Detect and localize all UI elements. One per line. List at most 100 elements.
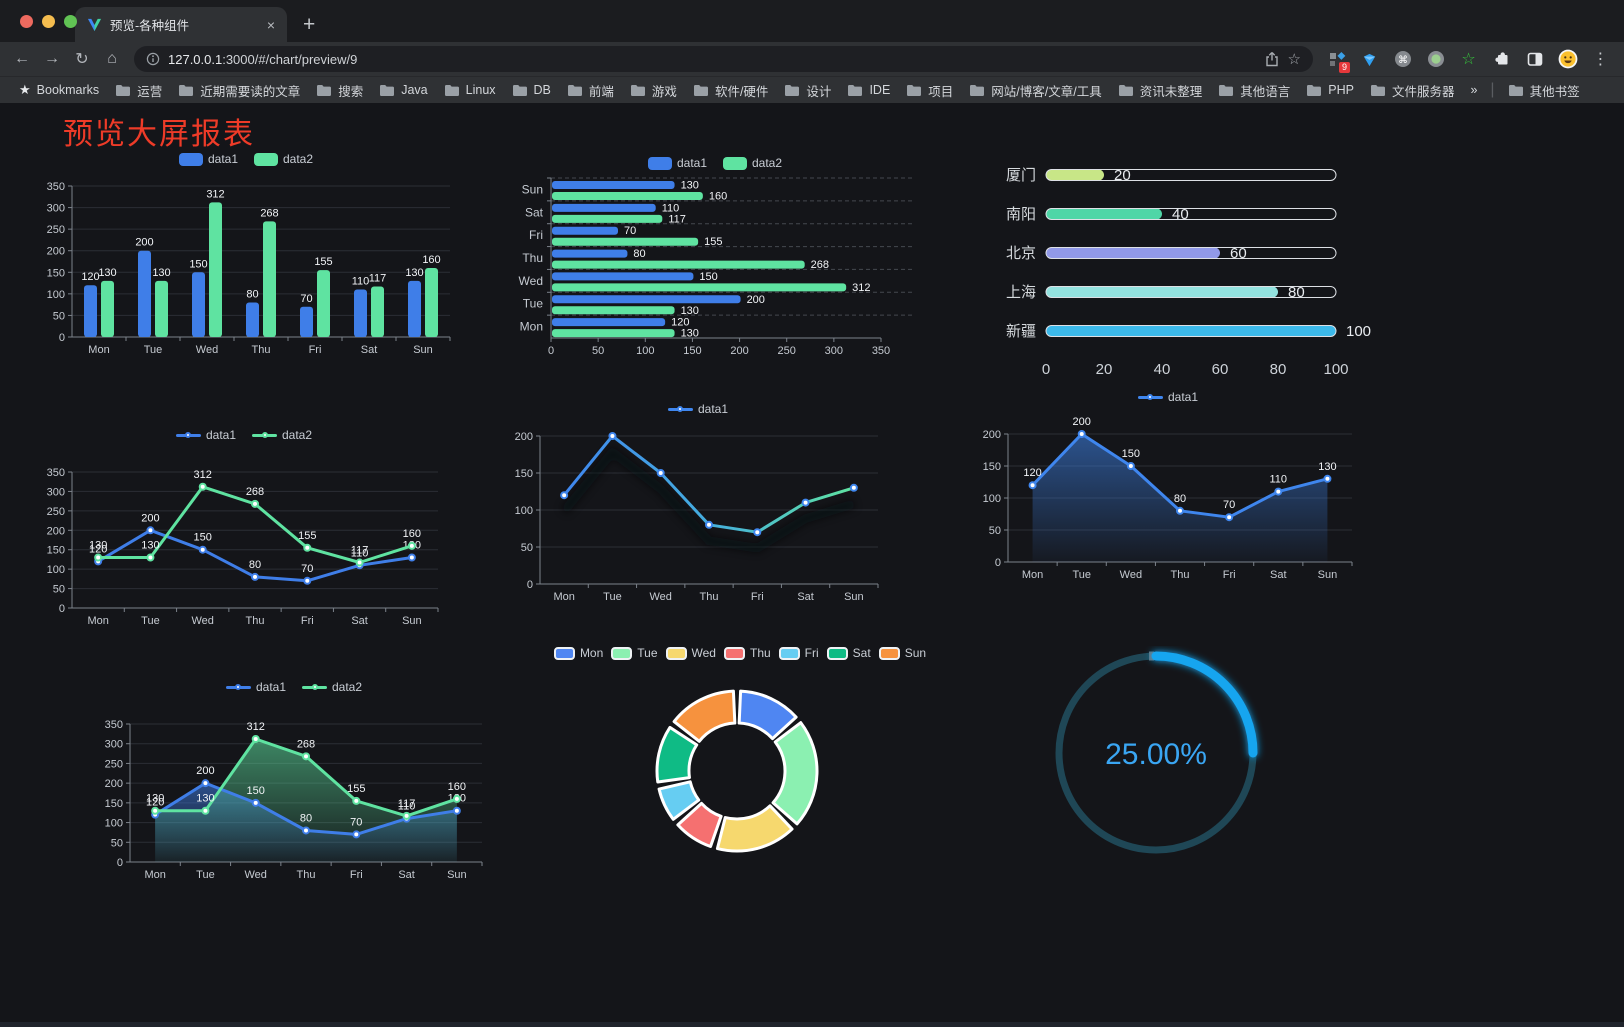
legend-item[interactable]: data2 bbox=[723, 156, 782, 170]
svg-text:130: 130 bbox=[141, 539, 159, 551]
other-bookmarks-folder[interactable]: 其他书签 bbox=[1501, 79, 1587, 102]
url-text[interactable]: 127.0.0.1:3000/#/chart/preview/9 bbox=[168, 52, 1256, 67]
svg-text:厦门: 厦门 bbox=[1006, 167, 1036, 184]
new-tab-button[interactable]: + bbox=[303, 13, 316, 36]
puzzle-extensions-icon[interactable] bbox=[1486, 44, 1517, 74]
chart-canvas[interactable]: 25.00% bbox=[1042, 646, 1277, 871]
bookmark-folder[interactable]: 运营 bbox=[108, 79, 169, 102]
split-square-icon[interactable] bbox=[1519, 44, 1550, 74]
bookmark-folder[interactable]: 设计 bbox=[777, 79, 838, 102]
bookmark-folder[interactable]: 资讯未整理 bbox=[1111, 79, 1210, 102]
forward-icon[interactable]: → bbox=[44, 50, 60, 67]
bookmark-star-icon[interactable]: ☆ bbox=[1287, 51, 1301, 68]
legend-item[interactable]: Fri bbox=[778, 646, 819, 660]
donut-chart: Mon Tue Wed Thu Fri Sat Sun bbox=[536, 642, 944, 880]
svg-text:50: 50 bbox=[53, 584, 65, 596]
legend-item[interactable]: data1 bbox=[667, 402, 728, 416]
legend-item[interactable]: data1 bbox=[647, 156, 707, 170]
bookmark-folder[interactable]: 游戏 bbox=[623, 79, 684, 102]
bookmark-folder[interactable]: DB bbox=[505, 81, 558, 99]
address-bar[interactable]: 127.0.0.1:3000/#/chart/preview/9 ☆ bbox=[134, 46, 1313, 72]
legend-item[interactable]: data1 bbox=[1137, 390, 1198, 404]
back-icon[interactable]: ← bbox=[14, 50, 30, 67]
bookmark-folder[interactable]: 前端 bbox=[560, 79, 621, 102]
bookmark-label: 前端 bbox=[588, 84, 614, 99]
bookmark-folder[interactable]: 软件/硬件 bbox=[686, 79, 775, 102]
svg-text:Tue: Tue bbox=[603, 591, 622, 603]
folder-icon bbox=[116, 84, 131, 96]
svg-text:Sun: Sun bbox=[1318, 569, 1338, 581]
green-star-icon[interactable]: ☆ bbox=[1461, 51, 1476, 68]
green-dot-circle-icon[interactable] bbox=[1420, 44, 1451, 74]
chart-canvas[interactable]: 0 50 100 150 200 250 300 350 Mon Tue Wed Thu Fri Sat S… bbox=[34, 446, 454, 634]
bookmark-folder[interactable]: Java bbox=[372, 81, 434, 99]
legend-item[interactable]: Wed bbox=[665, 646, 716, 660]
legend-item[interactable]: data1 bbox=[178, 152, 238, 166]
svg-text:Thu: Thu bbox=[700, 591, 719, 603]
bookmarks-overflow-button[interactable]: » bbox=[1470, 83, 1478, 97]
legend-item[interactable]: Tue bbox=[611, 646, 658, 660]
svg-text:Thu: Thu bbox=[522, 251, 543, 265]
svg-text:70: 70 bbox=[350, 816, 362, 828]
bookmark-folder[interactable]: 文件服务器 bbox=[1363, 79, 1462, 102]
svg-text:Fri: Fri bbox=[301, 615, 314, 627]
bookmark-folder[interactable]: 近期需要读的文章 bbox=[171, 79, 307, 102]
legend-swatch-icon bbox=[175, 432, 201, 438]
browser-tab[interactable]: 预览-各种组件 × bbox=[75, 7, 287, 42]
chart-canvas[interactable] bbox=[536, 664, 944, 878]
bookmark-folder[interactable]: 搜索 bbox=[309, 79, 370, 102]
svg-text:Sun: Sun bbox=[413, 344, 433, 356]
legend-item[interactable]: Sun bbox=[878, 646, 926, 660]
legend-swatch-icon bbox=[252, 432, 277, 438]
legend-item[interactable]: Sat bbox=[826, 646, 871, 660]
bookmarks-root[interactable]: ★ Bookmarks bbox=[12, 80, 106, 100]
svg-text:250: 250 bbox=[47, 224, 65, 236]
svg-text:Sat: Sat bbox=[797, 591, 814, 603]
bookmark-folder[interactable]: PHP bbox=[1299, 81, 1361, 99]
legend-item[interactable]: data2 bbox=[254, 152, 313, 166]
share-icon[interactable] bbox=[1264, 51, 1280, 67]
legend-item[interactable]: Thu bbox=[723, 646, 771, 660]
legend-item[interactable]: data2 bbox=[302, 680, 362, 694]
bookmark-folder[interactable]: IDE bbox=[840, 81, 897, 99]
vue-devtools-icon[interactable] bbox=[1354, 44, 1385, 74]
chart-canvas[interactable]: 0 50 100 150 200 250 300 350 Sun Sat Fri Thu Wed Tue M… bbox=[505, 174, 925, 362]
legend-item[interactable]: Mon bbox=[553, 646, 603, 660]
bookmark-folder[interactable]: Linux bbox=[437, 81, 503, 99]
menu-dots-icon[interactable]: ⋮ bbox=[1592, 51, 1609, 68]
svg-text:25.00%: 25.00% bbox=[1105, 738, 1207, 771]
window-close-button[interactable] bbox=[20, 15, 33, 28]
window-minimize-button[interactable] bbox=[42, 15, 55, 28]
legend-item[interactable]: data1 bbox=[175, 428, 236, 442]
svg-text:120: 120 bbox=[146, 797, 164, 809]
bookmark-label: IDE bbox=[869, 83, 891, 97]
svg-text:40: 40 bbox=[1154, 361, 1171, 378]
svg-text:40: 40 bbox=[1172, 206, 1189, 223]
folder-icon bbox=[785, 84, 800, 96]
svg-text:80: 80 bbox=[633, 248, 645, 260]
svg-text:上海: 上海 bbox=[1006, 284, 1036, 301]
bookmark-folder[interactable]: 网站/博客/文章/工具 bbox=[962, 79, 1108, 102]
tab-close-icon[interactable]: × bbox=[266, 16, 275, 33]
svg-text:80: 80 bbox=[249, 559, 261, 571]
bookmark-folder[interactable]: 项目 bbox=[899, 79, 960, 102]
reload-icon[interactable]: ↻ bbox=[75, 51, 89, 68]
chart-canvas[interactable]: 0 50 100 150 200 250 300 350 Mon Tue Wed Thu Fri Sat S… bbox=[32, 170, 460, 363]
legend-item[interactable]: data1 bbox=[225, 680, 286, 694]
emoji-avatar[interactable] bbox=[1552, 44, 1583, 74]
chart-canvas[interactable]: 0 50 100 150 200 Mon Tue Wed Thu Fri Sat Sun 120 200 1… bbox=[968, 408, 1368, 588]
svg-text:130: 130 bbox=[681, 305, 699, 317]
star-icon: ★ bbox=[19, 82, 31, 97]
chart-canvas[interactable]: 0 50 100 150 200 250 300 350 Mon Tue Wed Thu Fri Sat S… bbox=[90, 698, 498, 888]
chart-canvas[interactable]: 厦门 20 南阳 40 北京 60 上海 80 新疆 100 0 20 40 60 80 100 bbox=[988, 156, 1388, 382]
svg-text:⌘: ⌘ bbox=[1398, 55, 1408, 66]
extensions-grid-icon[interactable]: 9 bbox=[1321, 44, 1352, 74]
legend-item[interactable]: data2 bbox=[252, 428, 312, 442]
chart-canvas[interactable]: 0 50 100 150 200 Mon Tue Wed Thu Fri Sat Sun bbox=[502, 420, 894, 610]
svg-text:200: 200 bbox=[983, 429, 1001, 441]
command-circle-icon[interactable]: ⌘ bbox=[1387, 44, 1418, 74]
bookmark-folder[interactable]: 其他语言 bbox=[1211, 79, 1297, 102]
site-info-icon[interactable] bbox=[146, 52, 160, 66]
home-icon[interactable]: ⌂ bbox=[107, 50, 117, 67]
window-zoom-button[interactable] bbox=[64, 15, 77, 28]
